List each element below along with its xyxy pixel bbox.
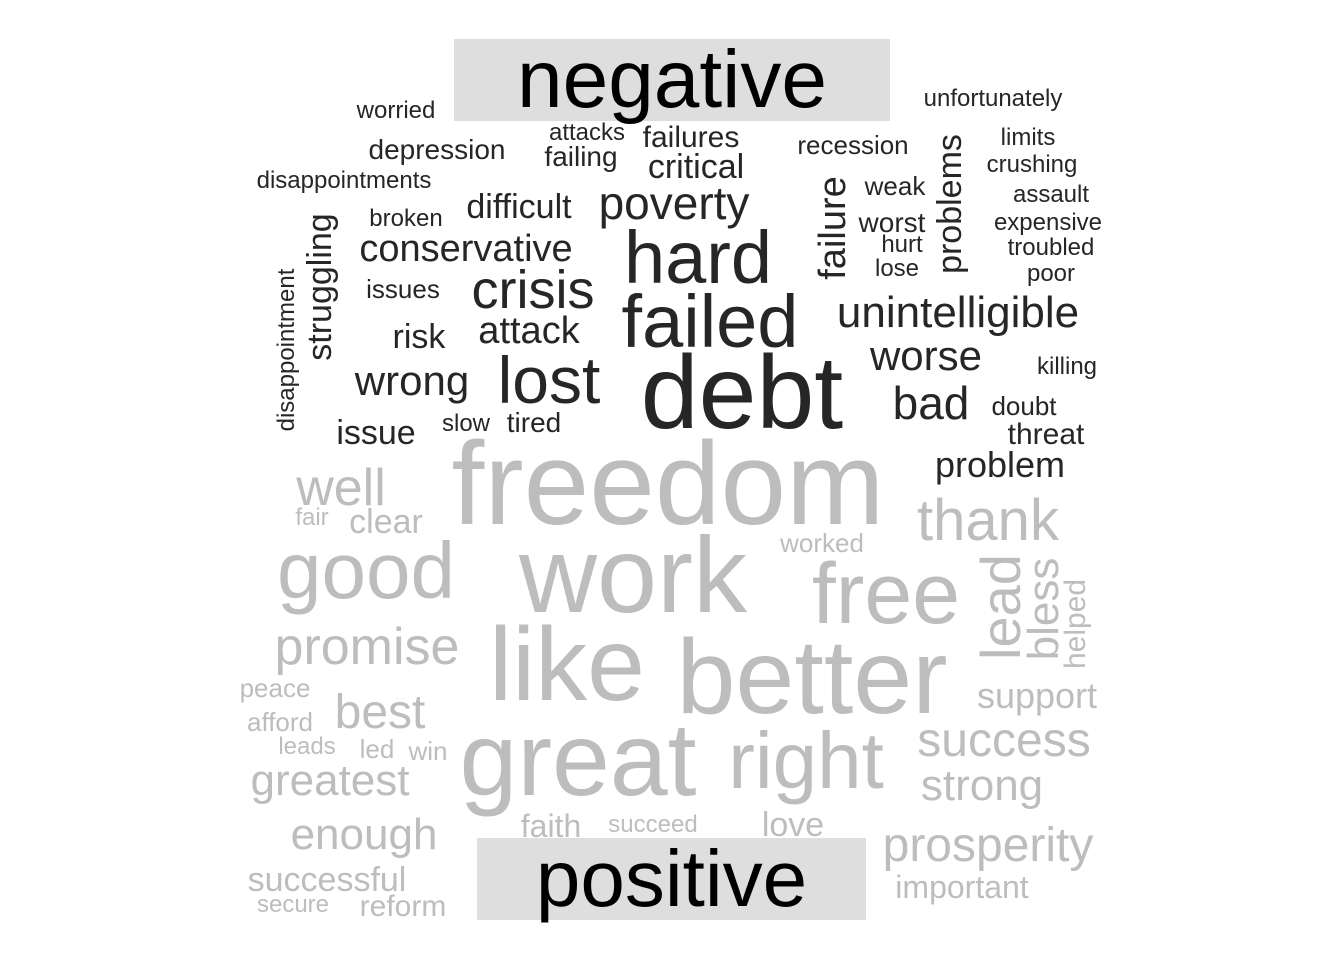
word-positive: thank [917, 488, 1059, 553]
word-positive: leads [278, 733, 336, 760]
word-negative: hurt [881, 231, 923, 258]
negative-label: negative [454, 39, 890, 121]
word-positive: enough [290, 810, 438, 859]
word-negative: depression [368, 134, 506, 165]
word-positive: love [761, 806, 825, 844]
word-negative: weak [864, 171, 926, 201]
word-negative: attacks [548, 119, 626, 146]
word-negative: debt [640, 335, 844, 451]
word-negative: conservative [359, 228, 573, 270]
word-positive: great [459, 702, 697, 818]
word-positive: win [408, 736, 448, 766]
word-positive: led [359, 734, 395, 764]
word-negative: unintelligible [836, 288, 1080, 337]
word-positive: well [296, 459, 386, 517]
word-positive: secure [256, 891, 330, 918]
word-negative: killing [1036, 353, 1098, 380]
positive-label: positive [477, 838, 866, 920]
word-negative: broken [369, 205, 443, 232]
word-positive: right [728, 716, 884, 805]
word-positive: better [676, 618, 948, 736]
word-positive: freedom [451, 418, 885, 550]
word-positive: greatest [250, 756, 410, 805]
word-negative: difficult [466, 188, 572, 226]
word-positive: successful [247, 861, 407, 899]
word-negative: critical [647, 148, 745, 186]
word-negative: disappointment [273, 268, 300, 432]
word-negative: poverty [598, 177, 750, 229]
word-negative: attack [478, 310, 580, 352]
word-positive: reform [359, 890, 447, 923]
word-positive: good [277, 526, 455, 615]
word-negative: expensive [993, 209, 1103, 236]
word-positive: succeed [608, 811, 698, 838]
word-positive: success [917, 714, 1091, 767]
word-negative: failure [812, 176, 854, 280]
word-negative: wrong [354, 357, 470, 404]
word-negative: lost [497, 343, 601, 417]
word-negative: bad [892, 377, 970, 429]
word-negative: problem [934, 444, 1066, 485]
word-positive: best [334, 686, 426, 739]
word-negative: issue [336, 414, 416, 452]
word-positive: important [895, 869, 1029, 905]
word-positive: faith [520, 808, 582, 844]
word-positive: work [518, 514, 748, 635]
word-negative: worried [356, 97, 436, 124]
word-negative: tired [506, 407, 562, 438]
word-positive: fair [295, 504, 329, 531]
word-negative: worse [869, 332, 983, 379]
word-negative: risk [392, 318, 446, 356]
word-negative: lose [874, 255, 920, 282]
word-positive: strong [920, 761, 1044, 810]
word-positive: support [976, 675, 1098, 716]
word-positive: peace [239, 673, 311, 703]
word-negative: failures [642, 121, 740, 154]
word-negative: crushing [986, 151, 1078, 178]
word-negative: disappointments [256, 167, 432, 194]
word-positive: free [811, 546, 961, 642]
word-negative: assault [1012, 181, 1090, 208]
word-negative: doubt [991, 391, 1057, 421]
word-negative: hard [623, 216, 773, 299]
word-positive: like [488, 607, 646, 723]
word-negative: problems [931, 134, 969, 274]
word-negative: crisis [471, 260, 595, 320]
word-positive: worked [780, 528, 864, 558]
word-negative: unfortunately [923, 85, 1063, 112]
word-positive: prosperity [882, 819, 1094, 872]
word-positive: afford [246, 707, 314, 737]
word-negative: threat [1007, 418, 1085, 451]
word-negative: limits [1000, 124, 1056, 151]
word-negative: troubled [1007, 234, 1095, 261]
word-positive: clear [349, 503, 423, 541]
word-negative: struggling [301, 213, 339, 361]
word-negative: worst [858, 207, 926, 238]
word-negative: recession [797, 130, 909, 160]
word-negative: failing [544, 141, 618, 172]
word-positive: promise [274, 618, 460, 676]
word-negative: failed [621, 280, 799, 363]
word-negative: slow [441, 410, 491, 437]
word-negative: poor [1026, 260, 1076, 287]
word-positive: helped [1059, 578, 1092, 670]
word-negative: issues [366, 274, 440, 304]
